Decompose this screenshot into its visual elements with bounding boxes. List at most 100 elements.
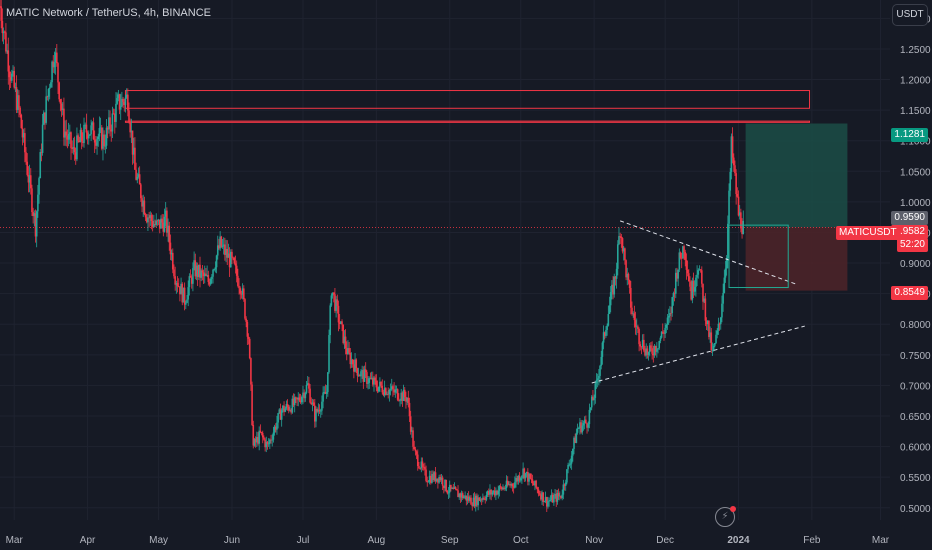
candle-body xyxy=(454,487,457,490)
candle-body xyxy=(7,50,10,72)
candle-body xyxy=(13,70,16,88)
candle-body xyxy=(650,345,652,349)
candle-body xyxy=(634,320,637,327)
candle-body xyxy=(492,490,495,493)
candle-body xyxy=(400,392,403,401)
candle-body xyxy=(562,484,565,495)
candle-body xyxy=(434,472,437,482)
candle-body xyxy=(136,176,139,180)
candle-body xyxy=(271,439,274,441)
candle-body xyxy=(556,492,559,502)
candle-body xyxy=(421,461,424,467)
candle-body xyxy=(414,449,417,452)
candle-body xyxy=(108,117,110,130)
candle-body xyxy=(568,464,571,466)
candle-body xyxy=(676,272,678,279)
candle-body xyxy=(506,480,509,485)
candle-body xyxy=(273,426,276,433)
candle-body xyxy=(98,128,101,137)
candle-body xyxy=(680,257,683,259)
candle-body xyxy=(123,101,126,105)
candle-body xyxy=(221,245,224,247)
candle-body xyxy=(82,141,84,143)
candle-body xyxy=(338,322,341,324)
candle-body xyxy=(711,350,714,351)
candle-body xyxy=(50,82,52,88)
candle-body xyxy=(403,389,406,397)
candle-body xyxy=(14,87,17,88)
candle-body xyxy=(303,392,305,399)
candle-body xyxy=(550,494,553,501)
candle-body xyxy=(60,103,63,111)
candle-body xyxy=(18,95,20,108)
candle-body xyxy=(440,477,443,481)
candle-body xyxy=(737,196,740,216)
candle-body xyxy=(621,238,624,252)
candle-body xyxy=(717,323,720,331)
candle-body xyxy=(269,439,271,444)
candle-body xyxy=(411,430,413,432)
candle-body xyxy=(295,397,297,399)
candle-body xyxy=(21,128,24,138)
candle-body xyxy=(567,464,569,470)
candle-body xyxy=(405,396,407,402)
candle-body xyxy=(284,408,287,412)
candle-body xyxy=(347,348,349,355)
candle-body xyxy=(377,386,380,392)
candle-body xyxy=(708,320,710,337)
candle-body xyxy=(302,392,304,397)
candle-body xyxy=(557,492,560,497)
candle-body xyxy=(497,490,500,495)
lightning-icon[interactable]: ⚡ xyxy=(715,506,736,527)
candle-body xyxy=(201,270,204,273)
candle-body xyxy=(685,260,688,270)
candle-body xyxy=(425,469,427,481)
candle-body xyxy=(476,495,478,506)
candle-body xyxy=(319,410,322,412)
candle-body xyxy=(218,245,220,249)
candle-body xyxy=(207,275,210,282)
x-tick-label: May xyxy=(149,535,168,546)
candle-body xyxy=(712,345,715,351)
candle-body xyxy=(727,223,729,259)
candle-body xyxy=(224,244,226,255)
candle-body xyxy=(26,161,29,175)
candle-body xyxy=(498,486,501,491)
stop-price-tag: 0.8549 xyxy=(891,286,928,300)
candle-body xyxy=(0,6,2,21)
currency-unit-button[interactable]: USDT xyxy=(892,4,928,26)
x-tick-label: Jun xyxy=(224,535,240,546)
candle-body xyxy=(130,130,133,133)
candle-body xyxy=(736,194,739,197)
candle-body xyxy=(452,487,455,489)
candle-body xyxy=(620,236,623,239)
candle-body xyxy=(465,495,468,501)
candle-body xyxy=(128,110,130,123)
candle-body xyxy=(509,484,511,486)
candle-body xyxy=(376,387,379,392)
candle-body xyxy=(563,484,566,486)
candle-body xyxy=(117,94,120,99)
y-tick-label: 1.2000 xyxy=(900,76,931,87)
candle-body xyxy=(402,389,405,401)
candle-body xyxy=(524,473,527,479)
candle-body xyxy=(615,268,618,279)
candle-body xyxy=(514,482,516,488)
candle-body xyxy=(394,389,397,393)
candle-body xyxy=(710,332,713,351)
candle-body xyxy=(27,174,30,183)
candle-body xyxy=(118,94,121,110)
candle-body xyxy=(343,336,346,344)
candle-body xyxy=(721,303,723,318)
candle-body xyxy=(725,258,728,269)
candle-body xyxy=(381,385,384,393)
candle-body xyxy=(429,475,432,483)
candle-body xyxy=(544,497,547,502)
candle-body xyxy=(31,188,33,213)
candle-body xyxy=(684,252,687,261)
candle-body xyxy=(84,124,87,126)
candle-body xyxy=(703,298,705,302)
candle-body xyxy=(682,246,684,259)
candle-body xyxy=(482,497,484,500)
